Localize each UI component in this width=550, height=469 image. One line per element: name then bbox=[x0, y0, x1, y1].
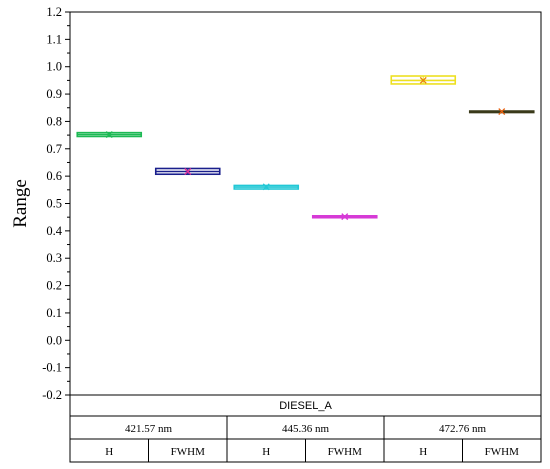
mean-marker bbox=[105, 131, 113, 139]
mean-marker bbox=[419, 76, 427, 84]
category-label-1: H bbox=[105, 446, 113, 458]
box-2 bbox=[154, 167, 221, 176]
y-tick-label: 0.3 bbox=[46, 251, 62, 265]
category-label-2: FWHM bbox=[171, 446, 205, 458]
y-tick-label: 0.0 bbox=[46, 333, 62, 347]
y-tick-label: 0.4 bbox=[46, 224, 62, 238]
category-label-5: H bbox=[419, 446, 427, 458]
box-6 bbox=[468, 108, 535, 116]
box-3 bbox=[233, 183, 300, 191]
mean-marker bbox=[184, 168, 192, 175]
category-table: DIESEL_A 421.57 nm 445.36 nm 472.76 nm H… bbox=[105, 400, 519, 458]
category-label-4: FWHM bbox=[328, 446, 362, 458]
box-1 bbox=[76, 131, 143, 139]
y-tick-label: 1.2 bbox=[46, 5, 62, 19]
category-label-3: H bbox=[262, 446, 270, 458]
y-tick-label: -0.2 bbox=[42, 388, 62, 402]
y-tick-label: 1.0 bbox=[46, 60, 62, 74]
box-series bbox=[76, 75, 535, 221]
y-axis: -0.2 -0.1 0.0 0.1 0.2 0.3 0.4 0.5 0.6 0.7 0.8 0.9 1.… bbox=[42, 5, 70, 402]
category-label-6: FWHM bbox=[485, 446, 519, 458]
y-tick-label: 0.7 bbox=[46, 142, 62, 156]
y-axis-title: Range bbox=[10, 179, 31, 228]
box-5 bbox=[390, 75, 457, 85]
y-tick-label: 0.2 bbox=[46, 279, 62, 293]
wavelength-label-3: 472.76 nm bbox=[439, 423, 487, 435]
wavelength-label-2: 445.36 nm bbox=[282, 423, 330, 435]
mean-marker bbox=[498, 108, 506, 116]
group-title: DIESEL_A bbox=[279, 400, 332, 412]
y-tick-label: -0.1 bbox=[42, 361, 62, 375]
mean-marker bbox=[262, 183, 270, 191]
y-tick-label: 0.8 bbox=[46, 114, 62, 128]
box-4 bbox=[311, 213, 378, 221]
y-tick-label: 0.6 bbox=[46, 169, 62, 183]
y-tick-label: 0.1 bbox=[46, 306, 62, 320]
y-tick-label: 0.5 bbox=[46, 197, 62, 211]
y-tick-label: 1.1 bbox=[46, 32, 62, 46]
mean-marker bbox=[341, 213, 349, 221]
plot-frame bbox=[69, 11, 542, 463]
wavelength-label-1: 421.57 nm bbox=[125, 423, 173, 435]
y-tick-label: 0.9 bbox=[46, 87, 62, 101]
